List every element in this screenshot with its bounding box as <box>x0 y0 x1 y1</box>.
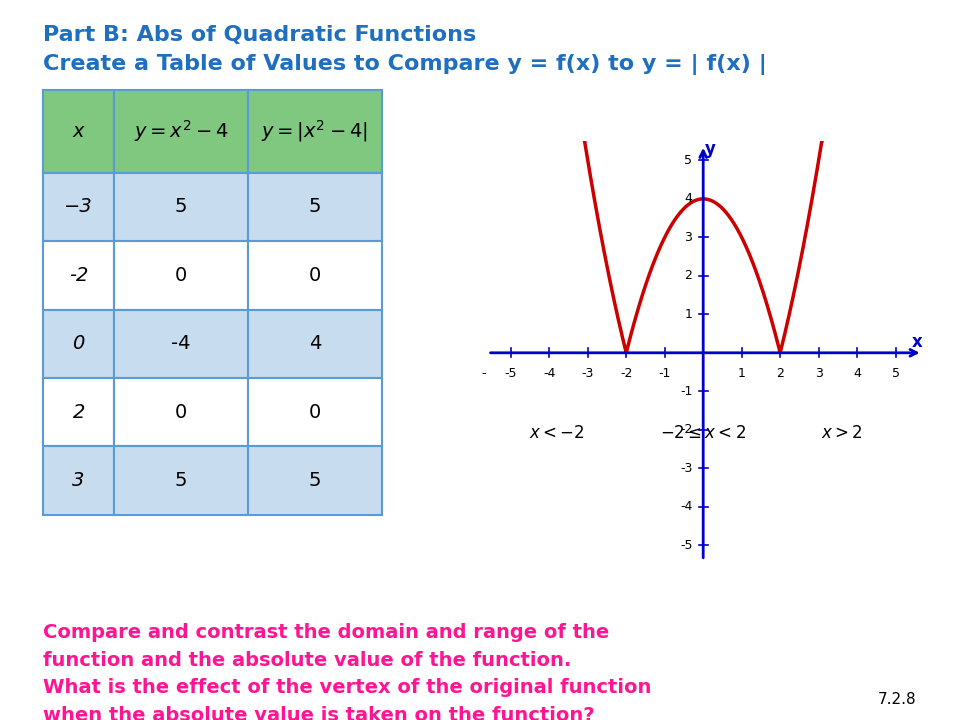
Text: $x < -2$: $x < -2$ <box>529 425 585 442</box>
Text: Create a Table of Values to Compare y = f(x) to y = | f(x) |: Create a Table of Values to Compare y = … <box>43 54 767 75</box>
Text: -2: -2 <box>620 367 633 380</box>
Text: 0: 0 <box>309 402 321 422</box>
Text: -5: -5 <box>505 367 517 380</box>
Text: 7.2.8: 7.2.8 <box>878 692 917 707</box>
Text: 3: 3 <box>684 231 692 244</box>
Text: $x$: $x$ <box>72 122 85 141</box>
Text: -2: -2 <box>69 266 88 285</box>
Text: What is the effect of the vertex of the original function
when the absolute valu: What is the effect of the vertex of the … <box>43 678 652 720</box>
Text: 5: 5 <box>175 471 187 490</box>
Text: 2: 2 <box>72 402 84 422</box>
Text: $-2 \leq x < 2$: $-2 \leq x < 2$ <box>660 425 746 442</box>
Text: 0: 0 <box>175 402 187 422</box>
Text: 5: 5 <box>684 154 692 167</box>
Text: $y = x^2 - 4$: $y = x^2 - 4$ <box>133 119 228 144</box>
Text: -5: -5 <box>680 539 692 552</box>
Text: 5: 5 <box>175 197 187 217</box>
Text: Part B: Abs of Quadratic Functions: Part B: Abs of Quadratic Functions <box>43 25 476 45</box>
Text: 5: 5 <box>308 197 321 217</box>
Text: 2: 2 <box>777 367 784 380</box>
Text: -: - <box>482 367 486 380</box>
Text: -2: -2 <box>680 423 692 436</box>
Text: y: y <box>705 140 715 158</box>
Text: −3: −3 <box>64 197 93 217</box>
Text: 5: 5 <box>892 367 900 380</box>
Text: -1: -1 <box>659 367 671 380</box>
Text: -3: -3 <box>680 462 692 474</box>
Text: x: x <box>911 333 923 351</box>
Text: 4: 4 <box>684 192 692 205</box>
Text: 1: 1 <box>684 308 692 321</box>
Text: 3: 3 <box>72 471 84 490</box>
Text: 0: 0 <box>72 334 84 354</box>
Text: 0: 0 <box>309 266 321 285</box>
Text: Compare and contrast the domain and range of the
function and the absolute value: Compare and contrast the domain and rang… <box>43 623 610 670</box>
Text: 5: 5 <box>308 471 321 490</box>
Text: 4: 4 <box>853 367 861 380</box>
Text: -3: -3 <box>582 367 594 380</box>
Text: 2: 2 <box>684 269 692 282</box>
Text: 3: 3 <box>815 367 823 380</box>
Text: -4: -4 <box>171 334 191 354</box>
Text: $y = |x^2 - 4|$: $y = |x^2 - 4|$ <box>261 119 368 144</box>
Text: 1: 1 <box>737 367 746 380</box>
Text: $x > 2$: $x > 2$ <box>821 425 863 442</box>
Text: -4: -4 <box>680 500 692 513</box>
Text: -1: -1 <box>680 384 692 397</box>
Text: 4: 4 <box>308 334 321 354</box>
Text: 0: 0 <box>175 266 187 285</box>
Text: -4: -4 <box>543 367 556 380</box>
